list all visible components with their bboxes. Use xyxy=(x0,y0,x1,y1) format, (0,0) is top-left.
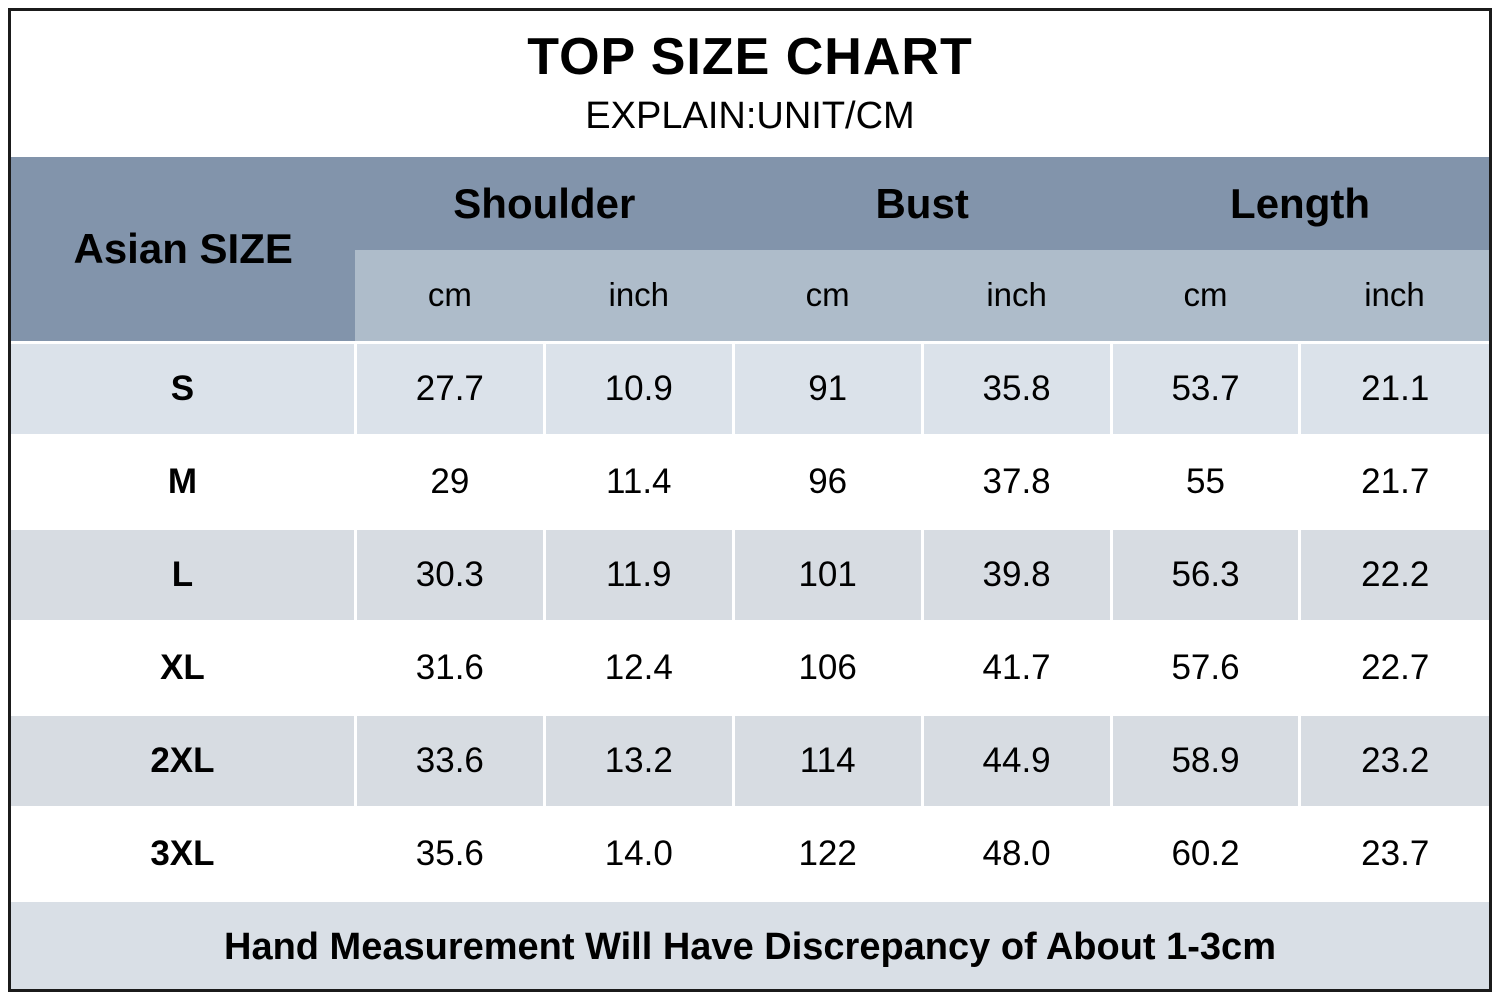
value-cell: 21.7 xyxy=(1298,433,1489,528)
value-cell: 22.7 xyxy=(1298,619,1489,714)
page-subtitle: EXPLAIN:UNIT/CM xyxy=(585,95,915,137)
unit-header-length-cm: cm xyxy=(1183,276,1228,314)
value-cell: 122 xyxy=(731,805,923,900)
value-cell: 39.8 xyxy=(920,526,1112,621)
footnote-text: Hand Measurement Will Have Discrepancy o… xyxy=(11,898,1489,989)
column-header-asian-size: Asian SIZE xyxy=(73,224,293,272)
value-cell: 29 xyxy=(353,433,545,528)
value-cell: 91 xyxy=(731,340,923,435)
group-header-row: Asian SIZE Shoulder Bust Length xyxy=(11,157,1489,272)
size-label: L xyxy=(11,526,356,621)
value-cell: 101 xyxy=(731,526,923,621)
column-header-length: Length xyxy=(1230,179,1371,227)
size-label: 2XL xyxy=(11,712,356,807)
table-row-2xl: 2XL 33.6 13.2 114 44.9 58.9 23.2 xyxy=(11,712,1489,807)
value-cell: 56.3 xyxy=(1109,526,1300,621)
value-cell: 57.6 xyxy=(1109,619,1300,714)
footnote-row: Hand Measurement Will Have Discrepancy o… xyxy=(11,898,1489,989)
value-cell: 96 xyxy=(731,433,923,528)
table-row-3xl: 3XL 35.6 14.0 122 48.0 60.2 23.7 xyxy=(11,805,1489,900)
value-cell: 12.4 xyxy=(542,619,734,714)
table-row-m: M 29 11.4 96 37.8 55 21.7 xyxy=(11,433,1489,528)
value-cell: 55 xyxy=(1109,433,1300,528)
value-cell: 11.4 xyxy=(542,433,734,528)
size-table: Asian SIZE Shoulder Bust Length cm inch … xyxy=(11,157,1489,989)
size-label: S xyxy=(11,340,356,435)
table-row-xl: XL 31.6 12.4 106 41.7 57.6 22.7 xyxy=(11,619,1489,714)
column-header-bust: Bust xyxy=(875,179,969,227)
value-cell: 35.8 xyxy=(920,340,1112,435)
value-cell: 31.6 xyxy=(353,619,545,714)
value-cell: 58.9 xyxy=(1109,712,1300,807)
value-cell: 33.6 xyxy=(353,712,545,807)
unit-header-length-inch: inch xyxy=(1364,276,1425,314)
value-cell: 106 xyxy=(731,619,923,714)
unit-header-shoulder-cm: cm xyxy=(427,276,472,314)
unit-header-bust-inch: inch xyxy=(986,276,1047,314)
value-cell: 13.2 xyxy=(542,712,734,807)
value-cell: 44.9 xyxy=(920,712,1112,807)
table-row-l: L 30.3 11.9 101 39.8 56.3 22.2 xyxy=(11,526,1489,621)
value-cell: 23.7 xyxy=(1298,805,1489,900)
size-label: M xyxy=(11,433,356,528)
page-title: TOP SIZE CHART xyxy=(527,28,973,86)
title-block: TOP SIZE CHART EXPLAIN:UNIT/CM xyxy=(11,11,1489,157)
value-cell: 53.7 xyxy=(1109,340,1300,435)
value-cell: 114 xyxy=(731,712,923,807)
value-cell: 60.2 xyxy=(1109,805,1300,900)
unit-header-bust-cm: cm xyxy=(805,276,850,314)
table-row-s: S 27.7 10.9 91 35.8 53.7 21.1 xyxy=(11,340,1489,435)
value-cell: 41.7 xyxy=(920,619,1112,714)
value-cell: 37.8 xyxy=(920,433,1112,528)
size-label: 3XL xyxy=(11,805,356,900)
value-cell: 11.9 xyxy=(542,526,734,621)
size-label: XL xyxy=(11,619,356,714)
value-cell: 10.9 xyxy=(542,340,734,435)
value-cell: 21.1 xyxy=(1298,340,1489,435)
value-cell: 22.2 xyxy=(1298,526,1489,621)
value-cell: 35.6 xyxy=(353,805,545,900)
column-header-shoulder: Shoulder xyxy=(453,179,636,227)
unit-header-shoulder-inch: inch xyxy=(608,276,670,314)
value-cell: 30.3 xyxy=(353,526,545,621)
value-cell: 48.0 xyxy=(920,805,1112,900)
size-chart-panel: TOP SIZE CHART EXPLAIN:UNIT/CM Asian SIZ… xyxy=(8,8,1492,992)
value-cell: 14.0 xyxy=(542,805,734,900)
value-cell: 23.2 xyxy=(1298,712,1489,807)
value-cell: 27.7 xyxy=(353,340,545,435)
